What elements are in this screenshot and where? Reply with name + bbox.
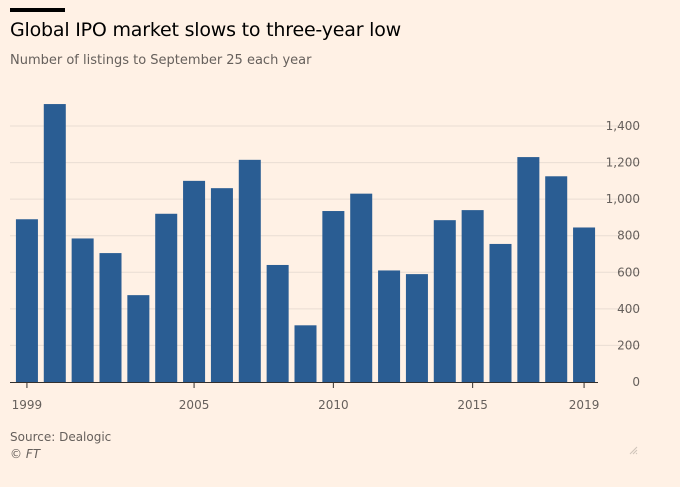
bar-2001 (71, 238, 94, 382)
bar-2017 (517, 157, 540, 382)
bar-2000 (43, 104, 66, 383)
y-tick-label: 1,400 (606, 119, 640, 133)
bar-2006 (210, 188, 233, 382)
y-tick-label: 800 (617, 229, 640, 243)
source-note: Source: Dealogic (10, 430, 112, 444)
bar-2016 (489, 243, 512, 382)
bar-2018 (545, 176, 568, 382)
y-tick-label: 0 (632, 375, 640, 389)
y-tick-label: 1,000 (606, 192, 640, 206)
bar-2015 (461, 210, 484, 382)
x-tick-label: 2015 (457, 398, 488, 412)
y-tick-label: 400 (617, 302, 640, 316)
x-tick-label: 2005 (179, 398, 210, 412)
bar-2013 (405, 274, 428, 382)
bar-2004 (155, 213, 178, 382)
bar-2008 (266, 264, 289, 382)
x-tick-label: 2010 (318, 398, 349, 412)
bar-2010 (322, 211, 345, 382)
bar-2003 (127, 295, 150, 382)
bar-2014 (433, 220, 456, 382)
y-tick-label: 600 (617, 265, 640, 279)
copyright-note: © FT (10, 447, 41, 461)
ft-brand-bar (10, 8, 65, 12)
resize-grip-icon (629, 446, 638, 455)
bar-2005 (183, 180, 206, 382)
y-tick-label: 1,200 (606, 156, 640, 170)
bar-2007 (238, 159, 261, 382)
x-tick-label: 1999 (12, 398, 43, 412)
chart-title: Global IPO market slows to three-year lo… (10, 19, 402, 41)
chart-subtitle: Number of listings to September 25 each … (10, 53, 312, 68)
bar-1999 (15, 219, 38, 382)
bar-2002 (99, 253, 122, 382)
bar-2012 (378, 270, 401, 382)
bar-2009 (294, 325, 317, 382)
bar-2011 (350, 193, 373, 382)
y-tick-label: 200 (617, 338, 640, 352)
bar-2019 (573, 227, 596, 382)
x-tick-label: 2019 (569, 398, 600, 412)
